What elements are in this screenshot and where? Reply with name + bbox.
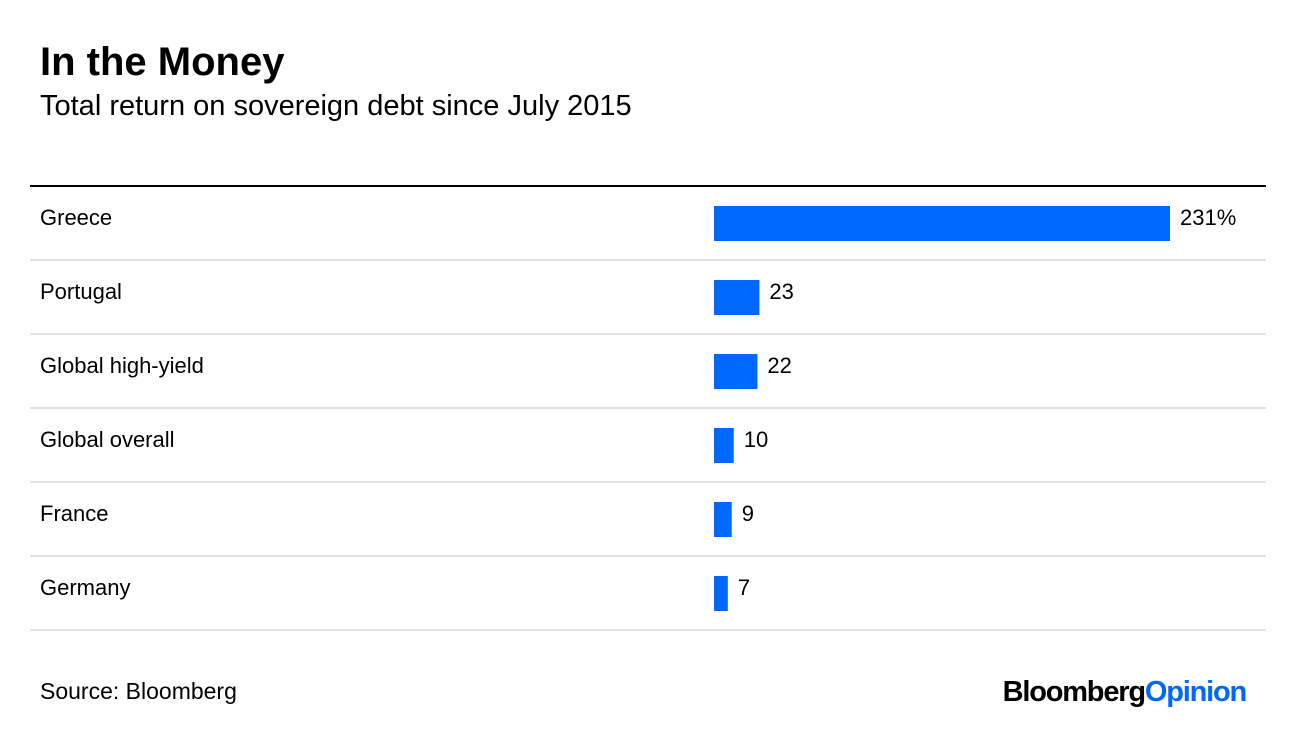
chart-svg: Greece 231% Portugal 23 Global high-yield 22 G… [30,185,1266,631]
bar [714,206,1170,241]
value-label: 22 [767,353,791,378]
category-label: Global high-yield [40,353,204,378]
row-divider [30,555,1266,557]
row-divider [30,407,1266,409]
bar [714,502,732,537]
row-divider [30,629,1266,631]
row-divider [30,333,1266,335]
bar-chart: Greece 231% Portugal 23 Global high-yield 22 G… [30,185,1266,632]
category-label: France [40,501,108,526]
logo-brand: Bloomberg [1002,676,1146,708]
bar [714,280,760,315]
source-note: Source: Bloomberg [40,678,237,704]
category-label: Greece [40,205,112,230]
value-label: 231% [1180,205,1236,230]
row-divider [30,481,1266,483]
value-label: 9 [742,501,754,526]
row-divider [30,259,1266,261]
top-rule [30,185,1266,187]
bar [714,428,734,463]
bar [714,576,728,611]
logo-section: Opinion [1144,676,1247,708]
chart-subtitle: Total return on sovereign debt since Jul… [40,90,632,122]
category-label: Germany [40,575,130,600]
bar [714,354,758,389]
category-label: Global overall [40,427,175,452]
value-label: 7 [738,575,750,600]
chart-title: In the Money [40,40,285,84]
category-label: Portugal [40,279,122,304]
value-label: 23 [769,279,793,304]
bloomberg-opinion-logo: BloombergOpinion [1002,675,1248,709]
value-label: 10 [744,427,768,452]
